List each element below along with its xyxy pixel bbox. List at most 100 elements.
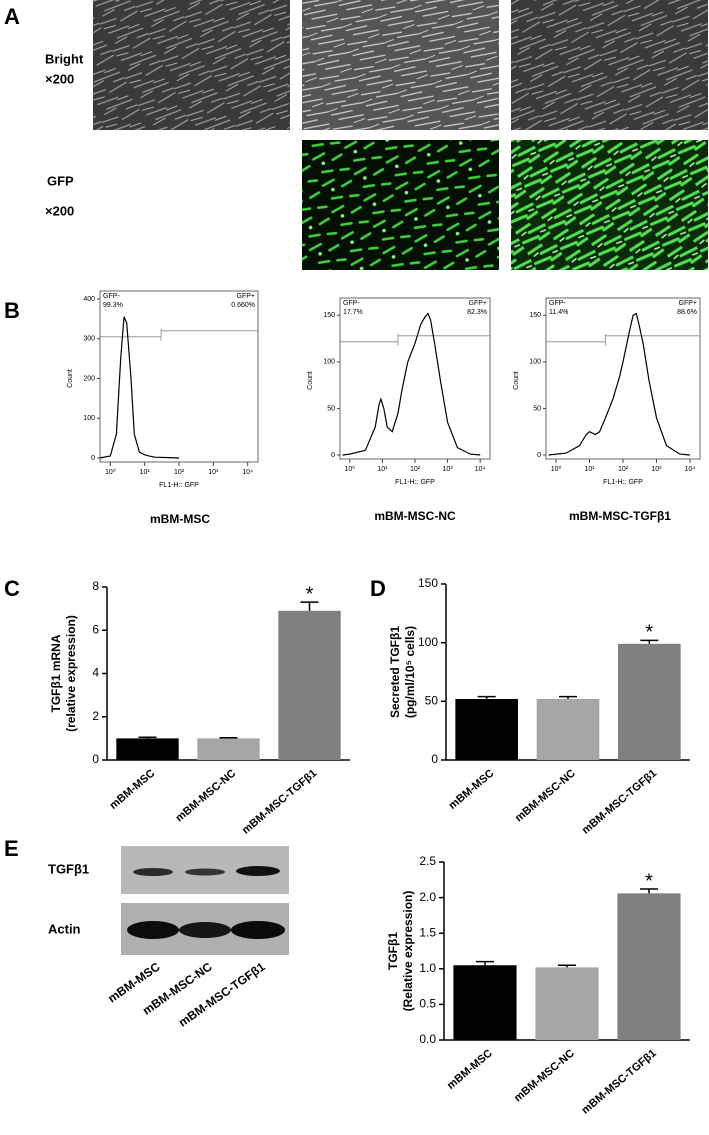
y-tick-label: 0: [431, 752, 438, 766]
bright-image: [511, 0, 708, 130]
bar: [535, 967, 599, 1040]
gate-percent: 99.3%: [103, 302, 123, 309]
x-tick-label: 10²: [410, 466, 421, 473]
y-axis-label: Count: [67, 369, 74, 388]
error-bar: [559, 695, 577, 699]
y-tick-label: 0.5: [419, 997, 436, 1011]
bar: [536, 698, 600, 760]
significance: *: [306, 583, 314, 605]
x-tick-label: mBM-MSC-TGFβ1: [580, 767, 659, 836]
error-bar: [300, 601, 319, 611]
y-tick-label: 400: [83, 296, 95, 303]
x-tick-label: 10⁰: [551, 465, 562, 473]
gate-percent: 82.3%: [467, 309, 487, 316]
bar: [618, 643, 681, 760]
error-bar: [640, 888, 658, 894]
y-axis-label: Count: [307, 371, 314, 390]
western-blot: [121, 846, 289, 955]
x-tick-label: mBM-MSC: [445, 1047, 495, 1092]
row-label: ×200: [45, 203, 74, 218]
y-tick-label: 0: [331, 452, 335, 459]
gate-percent: 17.7%: [343, 309, 363, 316]
error-bar: [138, 736, 157, 739]
panel-label: E: [4, 836, 19, 861]
significance: *: [645, 622, 653, 644]
x-tick-label: mBM-MSC-NC: [512, 1047, 577, 1104]
error-bar: [477, 695, 496, 699]
bright-image: [302, 0, 499, 130]
x-tick-label: mBM-MSC-TGFβ1: [240, 767, 319, 836]
y-tick-label: 150: [529, 312, 541, 319]
gate-name: GFP-: [549, 300, 566, 307]
y-tick-label: 50: [327, 405, 335, 412]
x-tick-label: 10⁰: [105, 468, 116, 476]
y-tick-label: 50: [425, 694, 439, 708]
row-label: Bright: [45, 51, 84, 66]
band: [179, 922, 231, 938]
sample-title: mBM-MSC: [150, 512, 210, 526]
x-tick-label: 10³: [651, 466, 662, 473]
panel-label: D: [370, 576, 386, 601]
gate-percent: 11.4%: [549, 309, 568, 316]
x-tick-label: 10⁴: [475, 466, 486, 473]
gate-name: GFP+: [469, 300, 487, 307]
gate-name: GFP-: [343, 300, 360, 307]
y-tick-label: 150: [323, 312, 335, 319]
bright-image: [93, 0, 290, 130]
panel-label: B: [4, 298, 20, 323]
y-tick-label: 2: [92, 709, 99, 723]
x-axis-label: FL1-H:: GFP: [159, 482, 199, 489]
histogram-curve: [548, 312, 690, 456]
panel-label: A: [4, 4, 20, 29]
x-tick-label: 10⁰: [345, 465, 356, 473]
error-bar: [219, 736, 238, 739]
bar: [455, 698, 518, 760]
y-tick-label: 4: [92, 666, 99, 680]
bar: [617, 893, 681, 1040]
y-tick-label: 2.0: [419, 890, 436, 904]
y-axis-label: TGFβ1: [386, 932, 400, 970]
y-tick-label: 300: [83, 336, 95, 343]
x-tick-label: mBM-MSC-NC: [173, 767, 238, 824]
x-tick-label: 10⁴: [685, 466, 696, 473]
y-tick-label: 1.5: [419, 925, 436, 939]
plot-frame: [545, 297, 701, 460]
error-bar: [558, 964, 576, 968]
histogram-curve: [342, 312, 481, 456]
band: [127, 921, 179, 939]
error-bar: [640, 639, 659, 644]
gate-line: [546, 333, 700, 346]
error-bar: [476, 960, 494, 966]
y-tick-label: 1.0: [419, 961, 436, 975]
x-axis-label: FL1-H:: GFP: [603, 479, 643, 486]
band: [231, 921, 285, 939]
y-axis-label: TGFβ1 mRNA: [49, 634, 63, 712]
microscopy-images: [93, 0, 708, 270]
y-tick-label: 6: [92, 622, 99, 636]
y-tick-label: 8: [92, 579, 99, 593]
y-tick-label: 100: [323, 359, 335, 366]
bar: [116, 738, 179, 760]
band: [236, 866, 280, 876]
y-axis-label: (Relative expression): [401, 891, 415, 1012]
x-tick-label: 10¹: [140, 469, 151, 476]
x-tick-label: 10³: [208, 469, 219, 476]
y-tick-label: 100: [418, 635, 438, 649]
gfp-image: [302, 140, 499, 270]
band: [133, 868, 173, 876]
significance: *: [645, 870, 653, 892]
gate-name: GFP+: [679, 300, 697, 307]
gate-name: GFP+: [237, 293, 255, 300]
band-label: TGFβ1: [48, 861, 89, 876]
row-label: ×200: [45, 71, 74, 86]
y-tick-label: 100: [83, 415, 95, 422]
x-tick-label: 10⁴: [242, 469, 253, 476]
bar: [197, 738, 260, 760]
sample-title: mBM-MSC-NC: [374, 509, 456, 523]
x-tick-label: 10¹: [584, 466, 595, 473]
plot-frame: [339, 297, 491, 460]
x-tick-label: mBM-MSC: [107, 767, 157, 812]
row-label: GFP: [47, 173, 74, 188]
gate-name: GFP-: [103, 293, 120, 300]
